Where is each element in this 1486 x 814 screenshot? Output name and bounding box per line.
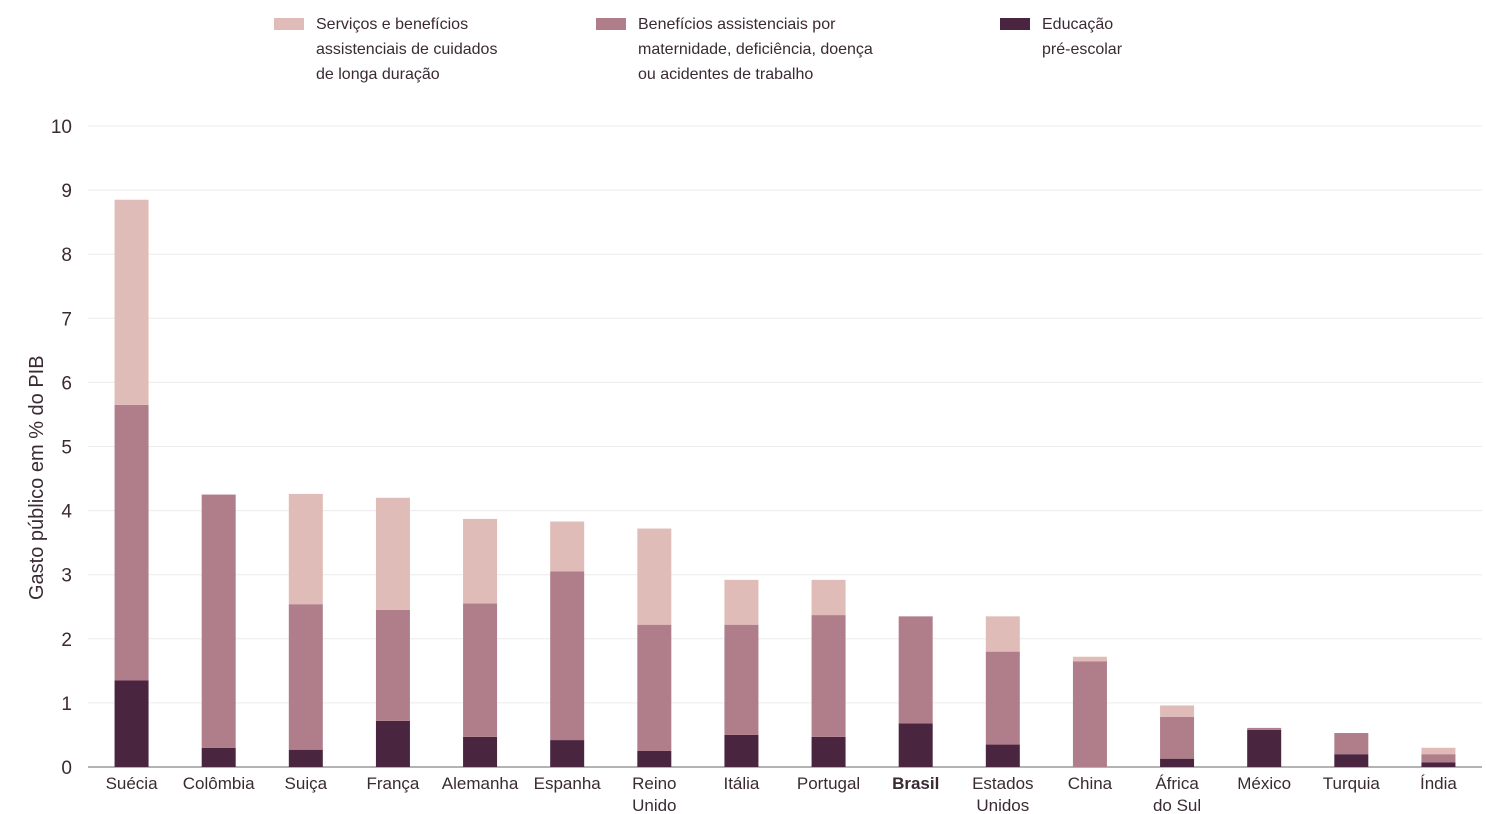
x-tick-label-áfrica-do-sul-line1: do Sul [1153,796,1201,814]
bar-segment-suécia-s0 [114,680,149,767]
x-tick-label-china: China [1068,774,1113,793]
bar-segment-china-s2 [1072,656,1107,662]
bar-segment-índia-s2 [1421,747,1456,755]
legend-item-preschool: Educação pré-escolar [1000,12,1122,62]
x-tick-label-espanha: Espanha [534,774,602,793]
legend-item-long-term-care: Serviços e benefícios assistenciais de c… [274,12,497,87]
legend-swatch-long-term-care [274,18,304,30]
bar-segment-espanha-s0 [550,740,585,767]
y-tick-label-10: 10 [51,117,72,138]
bar-segment-frança-s1 [375,609,410,721]
bar-segment-índia-s1 [1421,754,1456,763]
x-tick-label-itália: Itália [723,774,759,793]
x-tick-label-colômbia: Colômbia [183,774,255,793]
bar-segment-portugal-s0 [811,736,846,767]
bar-segment-brasil-s1 [898,616,933,724]
bar-segment-áfrica-do-sul-s1 [1160,717,1195,759]
bar-segment-estados-unidos-s1 [985,651,1020,745]
bar-segment-espanha-s2 [550,521,585,572]
bar-segment-índia-s0 [1421,762,1456,767]
y-tick-label-4: 4 [61,502,72,523]
y-tick-label-8: 8 [61,245,72,266]
y-tick-label-7: 7 [61,309,72,330]
x-tick-label-suécia: Suécia [106,774,159,793]
legend-swatch-preschool [1000,18,1030,30]
bar-segment-áfrica-do-sul-s0 [1160,758,1195,767]
bar-segment-colômbia-s0 [201,747,236,767]
bar-segment-alemanha-s2 [463,518,498,604]
bar-segment-estados-unidos-s2 [985,616,1020,652]
bar-segment-espanha-s1 [550,571,585,741]
bar-segment-china-s1 [1072,661,1107,767]
x-tick-label-frança: França [366,774,419,793]
bar-segment-turquia-s0 [1334,754,1369,767]
x-tick-label-índia: Índia [1420,774,1457,793]
bar-segment-frança-s2 [375,497,410,610]
x-tick-label-alemanha: Alemanha [442,774,519,793]
x-tick-label-estados-unidos-line1: Unidos [976,796,1029,814]
bar-segment-suiça-s1 [288,604,323,750]
bar-segment-estados-unidos-s0 [985,744,1020,767]
bar-segment-itália-s0 [724,734,759,767]
y-tick-label-3: 3 [61,566,72,587]
bar-segment-portugal-s1 [811,615,846,737]
bar-segment-suécia-s2 [114,199,149,405]
x-tick-label-reino-unido-line1: Unido [632,796,676,814]
x-tick-label-suiça: Suiça [285,774,328,793]
y-tick-label-5: 5 [61,438,72,459]
bar-segment-reino-unido-s2 [637,528,672,625]
bar-segment-suiça-s2 [288,493,323,605]
bar-segment-colômbia-s1 [201,494,236,748]
bar-segment-frança-s0 [375,720,410,767]
bar-segment-reino-unido-s0 [637,750,672,767]
y-tick-label-0: 0 [61,758,72,779]
bar-segment-brasil-s0 [898,723,933,767]
legend-label-preschool: Educação pré-escolar [1042,16,1123,58]
legend: Serviços e benefícios assistenciais de c… [0,12,1486,92]
x-tick-label-méxico: México [1237,774,1291,793]
bar-segment-méxico-s1 [1247,727,1282,730]
bar-segment-méxico-s0 [1247,729,1282,767]
y-tick-label-6: 6 [61,373,72,394]
y-tick-label-1: 1 [61,694,72,715]
x-tick-label-turquia: Turquia [1323,774,1381,793]
legend-label-benefits: Benefícios assistenciais por maternidade… [638,16,873,83]
bar-segment-suiça-s0 [288,749,323,767]
y-tick-label-9: 9 [61,181,72,202]
x-tick-label-reino-unido-line0: Reino [632,774,676,793]
bar-segment-portugal-s2 [811,579,846,616]
bar-segment-suécia-s1 [114,404,149,681]
legend-item-benefits: Benefícios assistenciais por maternidade… [596,12,873,87]
bar-segment-reino-unido-s1 [637,624,672,751]
x-tick-label-brasil: Brasil [892,774,939,793]
x-tick-label-portugal: Portugal [797,774,860,793]
bar-segment-turquia-s1 [1334,733,1369,755]
x-tick-label-áfrica-do-sul-line0: África [1155,774,1199,793]
x-tick-label-estados-unidos-line0: Estados [972,774,1033,793]
bar-segment-áfrica-do-sul-s2 [1160,705,1195,718]
legend-label-long-term-care: Serviços e benefícios assistenciais de c… [316,16,498,83]
bar-segment-itália-s1 [724,624,759,735]
bar-segment-alemanha-s1 [463,603,498,737]
bar-segment-itália-s2 [724,579,759,625]
y-tick-label-2: 2 [61,630,72,651]
bar-segment-alemanha-s0 [463,736,498,767]
legend-swatch-benefits [596,18,626,30]
